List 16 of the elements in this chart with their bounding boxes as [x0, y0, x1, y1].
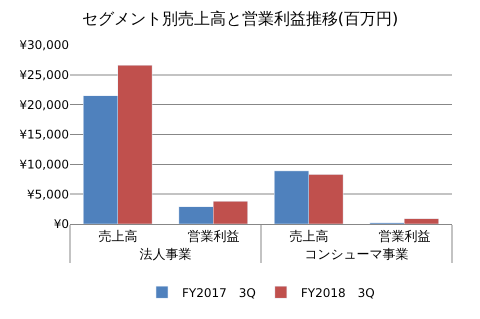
- y-tick-label: ¥20,000: [19, 98, 69, 112]
- legend-label: FY2017 3Q: [182, 286, 256, 300]
- chart-title: セグメント別売上高と営業利益推移(百万円): [82, 8, 398, 28]
- text: 法人事業: [140, 248, 192, 263]
- y-tick-label: ¥25,000: [19, 68, 69, 82]
- x-tick-label: 売上高: [289, 228, 328, 245]
- y-tick-label: ¥10,000: [19, 158, 69, 172]
- text: コンシューマ事業: [304, 248, 408, 263]
- y-tick-label: ¥30,000: [19, 38, 69, 52]
- legend-label: FY2018 3Q: [300, 286, 375, 300]
- x-tick-label: 営業利益: [187, 230, 240, 245]
- y-tick-label: ¥0: [54, 217, 69, 232]
- x-tick-label: 売上高: [98, 228, 138, 245]
- x-tick-label: 営業利益: [378, 230, 430, 245]
- y-tick-label: ¥5,000: [27, 187, 69, 202]
- y-tick-label: ¥15,000: [19, 128, 69, 142]
